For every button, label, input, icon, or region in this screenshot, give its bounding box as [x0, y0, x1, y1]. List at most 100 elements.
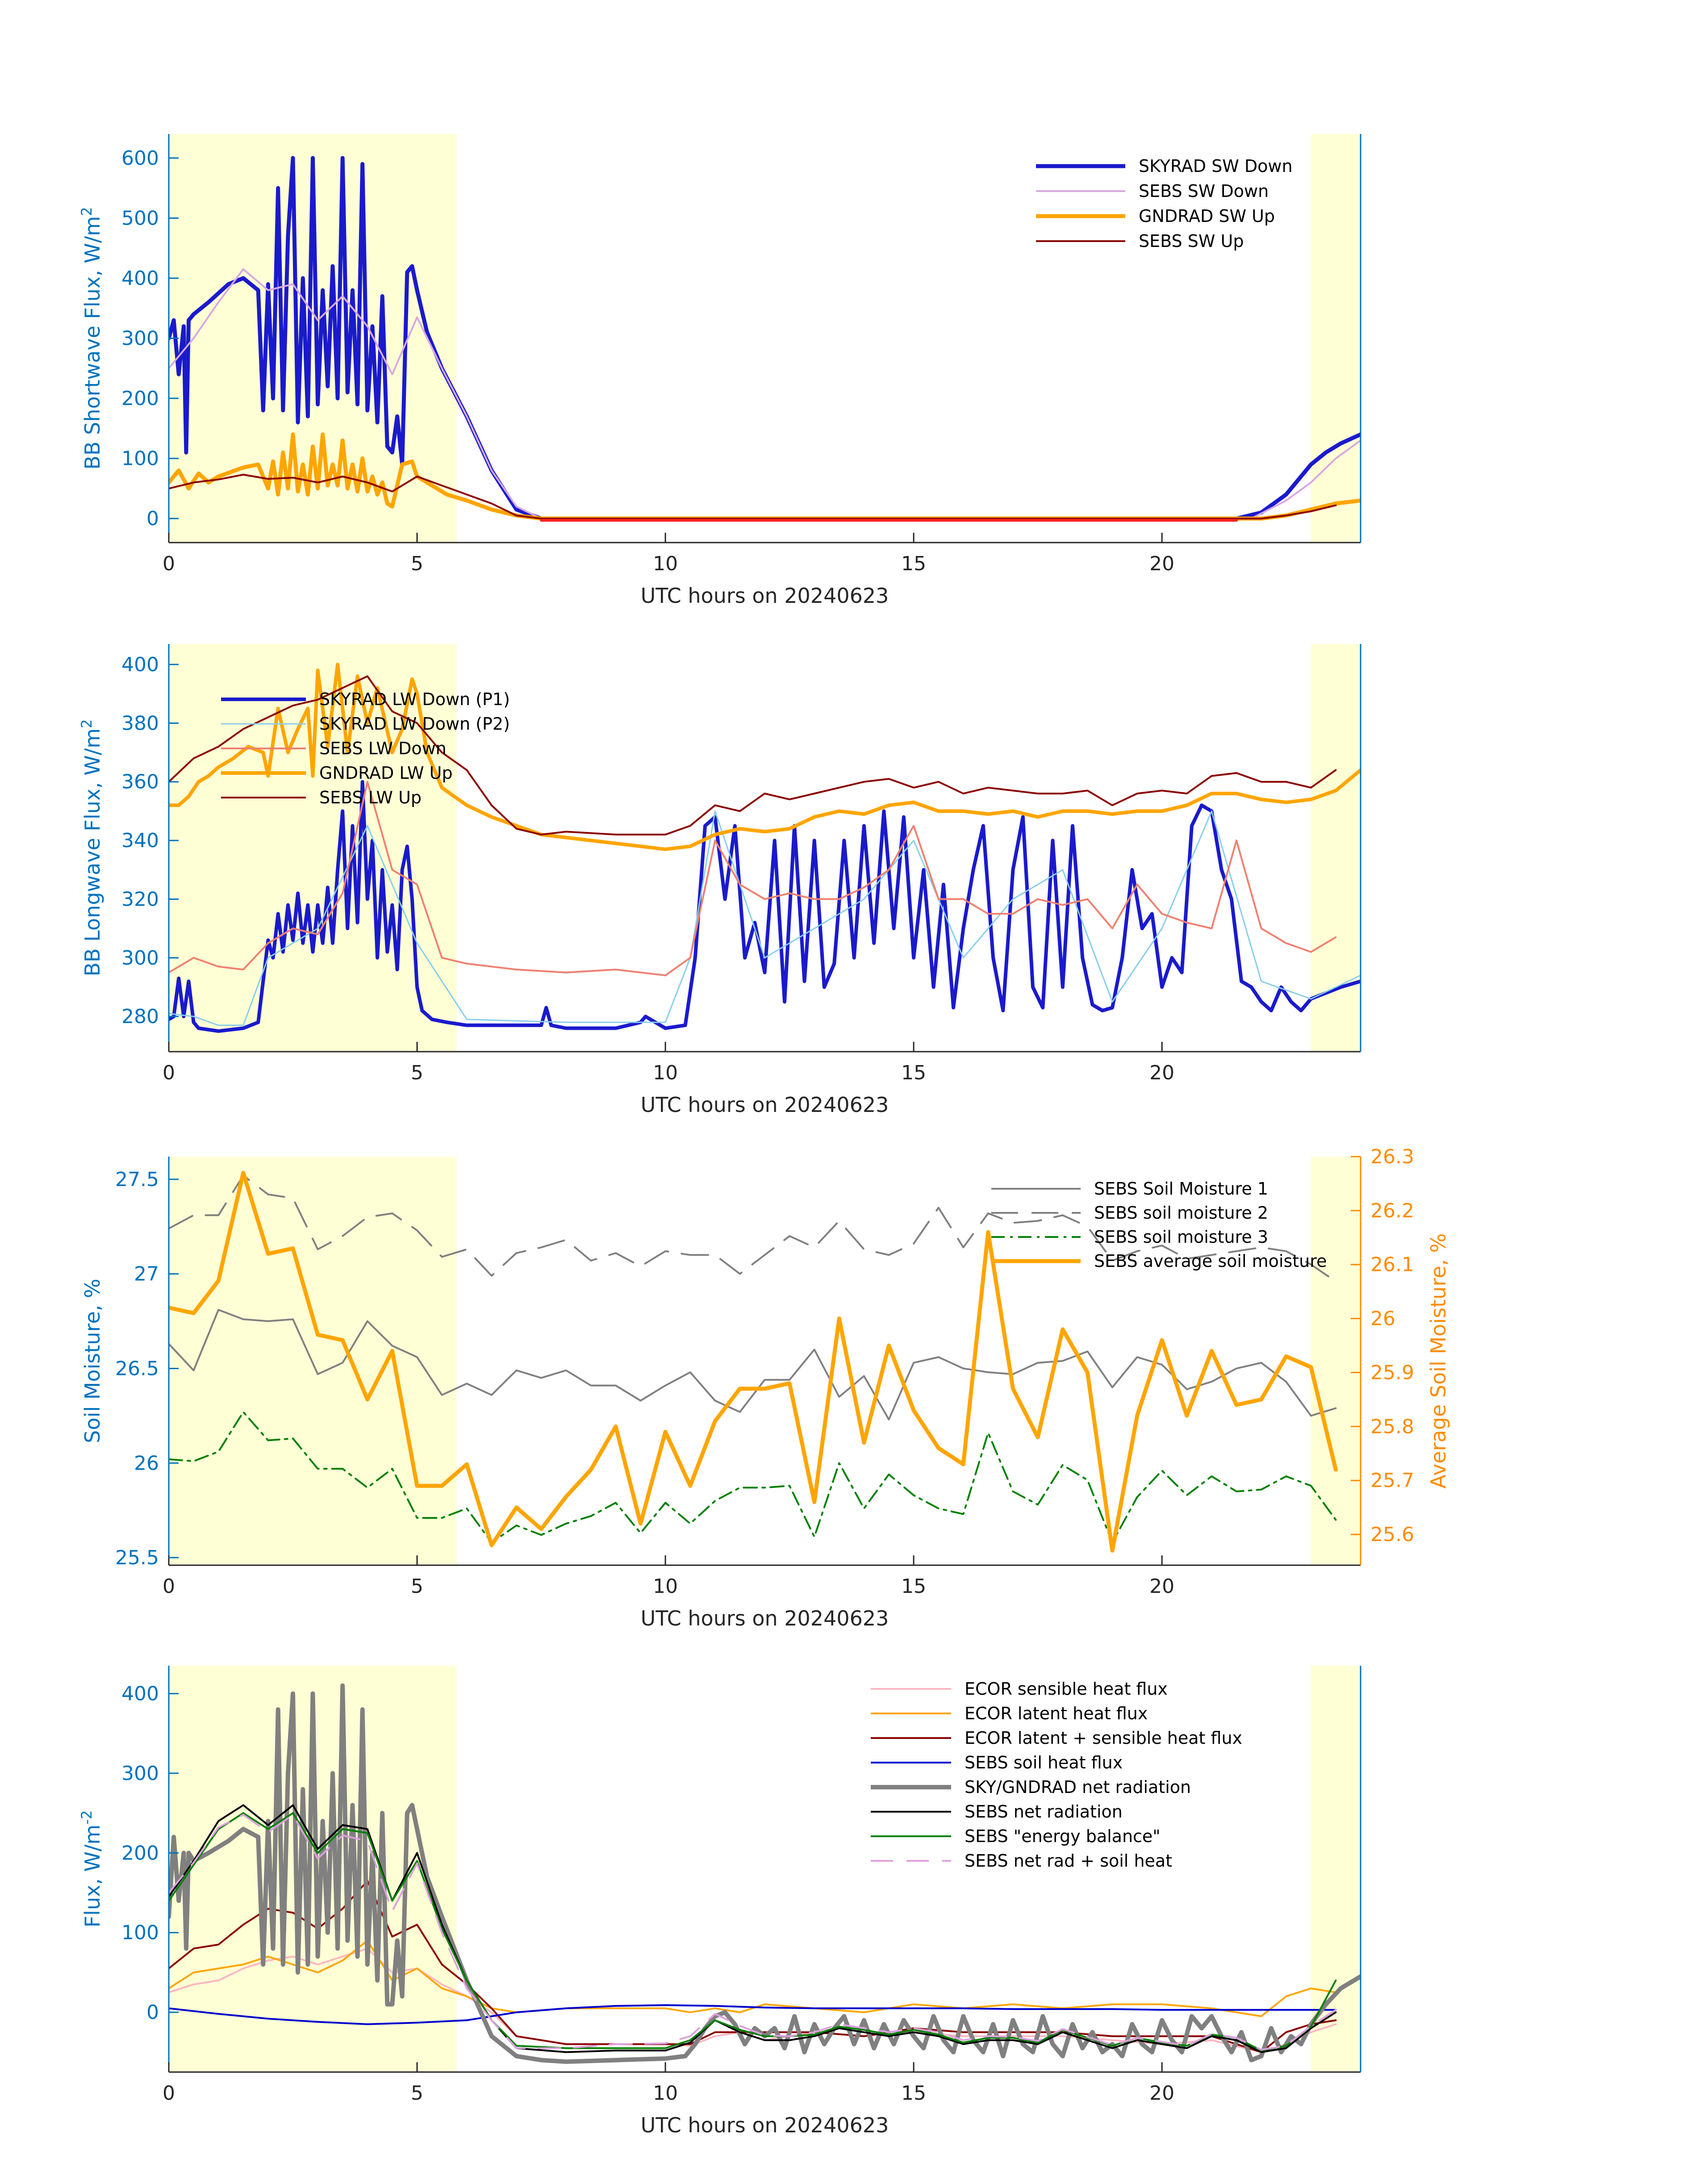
series-line-5: [169, 675, 1337, 836]
legend-label: SEBS LW Up: [319, 788, 422, 807]
y-tick-label: 300: [121, 947, 159, 969]
legend-label: SEBS SW Up: [1139, 231, 1244, 251]
x-tick-label: 0: [163, 1575, 175, 1598]
x-tick-label: 5: [411, 552, 423, 575]
legend-label: SEBS soil moisture 2: [1094, 1203, 1268, 1223]
y-tick-label: 500: [121, 207, 159, 230]
series-line-6: [169, 1804, 1337, 2053]
shaded-region: [1311, 1666, 1361, 2072]
x-tick-label: 20: [1149, 552, 1174, 575]
legend-label: SEBS Soil Moisture 1: [1094, 1179, 1268, 1199]
series-line-2: [169, 1939, 1337, 2018]
legend-label: GNDRAD LW Up: [319, 763, 453, 783]
x-tick-label: 0: [163, 2082, 175, 2105]
y-tick-label: 27.5: [115, 1168, 159, 1191]
x-axis-label: UTC hours on 20240623: [641, 1606, 889, 1630]
plot-area: [169, 1170, 1338, 1553]
legend-label: ECOR sensible heat flux: [965, 1679, 1168, 1699]
y-tick-label: 26: [134, 1452, 159, 1475]
y-tick-label: 100: [121, 447, 159, 470]
x-tick-label: 15: [901, 1061, 926, 1084]
x-tick-label: 5: [411, 1575, 423, 1598]
series-line-4: [169, 473, 1337, 520]
series-line-3: [169, 781, 1337, 977]
shaded-region: [1311, 1157, 1361, 1565]
y-tick-label: 380: [121, 712, 159, 735]
y-right-tick-label: 26.3: [1370, 1145, 1414, 1168]
y-tick-label: 400: [121, 1682, 159, 1705]
y-tick-label: 600: [121, 147, 159, 170]
legend-label: SEBS "energy balance": [965, 1826, 1161, 1846]
legend-label: SKYRAD SW Down: [1139, 156, 1293, 176]
legend-label: SEBS net radiation: [965, 1802, 1123, 1822]
y-right-tick-label: 26.2: [1370, 1199, 1414, 1222]
x-tick-label: 20: [1149, 1575, 1174, 1598]
legend-label: SEBS SW Down: [1139, 181, 1269, 201]
x-tick-label: 10: [653, 1575, 678, 1598]
series-line-8: [169, 1813, 1337, 2051]
x-tick-label: 15: [901, 552, 926, 575]
y-axis-label: BB Longwave Flux, W/m2: [78, 719, 104, 976]
legend-label: SEBS soil moisture 3: [1094, 1227, 1268, 1247]
chart-panel-2: 0 5 10 15 20 280 300 320 340 360 380 400 UTC hours o…: [78, 644, 1361, 1117]
legend-label: GNDRAD SW Up: [1139, 206, 1275, 226]
x-axis-label: UTC hours on 20240623: [641, 1093, 889, 1117]
legend-label: SKY/GNDRAD net radiation: [965, 1777, 1191, 1797]
y-tick-label: 100: [121, 1922, 159, 1944]
legend-label: SKYRAD LW Down (P1): [319, 689, 510, 709]
legend-label: SKYRAD LW Down (P2): [319, 714, 510, 734]
y-tick-label: 320: [121, 888, 159, 911]
y-right-tick-label: 25.9: [1370, 1361, 1414, 1384]
series-line-4: [169, 663, 1361, 851]
x-tick-label: 0: [163, 552, 175, 575]
y-tick-label: 200: [121, 1842, 159, 1864]
chart-panel-3: 0 5 10 15 20 25.5 26 26.5 27 27.5 25.6 25.7 25.8 25.9…: [80, 1145, 1450, 1630]
y-tick-label: 340: [121, 829, 159, 852]
y-right-tick-label: 26.1: [1370, 1254, 1414, 1276]
plot-area: [169, 1683, 1361, 2064]
shaded-region: [169, 1157, 457, 1565]
y-right-tick-label: 25.6: [1370, 1523, 1414, 1546]
series-line-4: [169, 2004, 1337, 2025]
y-tick-label: 0: [146, 507, 159, 530]
x-tick-label: 5: [411, 1061, 423, 1084]
y-tick-label: 25.5: [115, 1546, 159, 1569]
plot-area: [169, 663, 1361, 1033]
series-line-2: [169, 268, 1361, 520]
legend-label: ECOR latent + sensible heat flux: [965, 1728, 1242, 1748]
series-line-1: [169, 780, 1361, 1033]
series-line-5: [169, 1683, 1361, 2064]
legend-label: ECOR latent heat flux: [965, 1704, 1148, 1723]
legend-label: SEBS LW Down: [319, 739, 447, 758]
series-line-2: [169, 1174, 1337, 1283]
x-tick-label: 20: [1149, 1061, 1174, 1084]
legend-label: SEBS net rad + soil heat: [965, 1851, 1172, 1871]
x-tick-label: 0: [163, 1061, 175, 1084]
legend-label: SEBS soil heat flux: [965, 1753, 1123, 1772]
x-tick-label: 15: [901, 2082, 926, 2105]
y-tick-label: 360: [121, 771, 159, 794]
y-tick-label: 280: [121, 1005, 159, 1028]
x-tick-label: 10: [653, 2082, 678, 2105]
x-tick-label: 5: [411, 2082, 423, 2105]
y-tick-label: 0: [146, 2001, 159, 2024]
x-tick-label: 20: [1149, 2082, 1174, 2105]
x-axis-label: UTC hours on 20240623: [641, 584, 889, 608]
y-right-tick-label: 26: [1370, 1308, 1395, 1330]
y-tick-label: 27: [134, 1263, 159, 1286]
series-line-1: [169, 156, 1361, 521]
plot-area: [169, 156, 1361, 522]
series-line-1: [169, 1309, 1337, 1421]
x-tick-label: 15: [901, 1575, 926, 1598]
y-tick-label: 200: [121, 387, 159, 410]
shaded-region: [1311, 134, 1361, 543]
y-axis-label: Soil Moisture, %: [80, 1279, 104, 1443]
y-tick-label: 300: [121, 1762, 159, 1785]
y-axis-label: Flux, W/m-2: [78, 1810, 104, 1928]
y-axis-label: BB Shortwave Flux, W/m2: [78, 207, 104, 469]
series-line-3: [169, 1411, 1337, 1544]
series-line-3: [169, 432, 1361, 521]
y-right-tick-label: 25.7: [1370, 1469, 1414, 1492]
